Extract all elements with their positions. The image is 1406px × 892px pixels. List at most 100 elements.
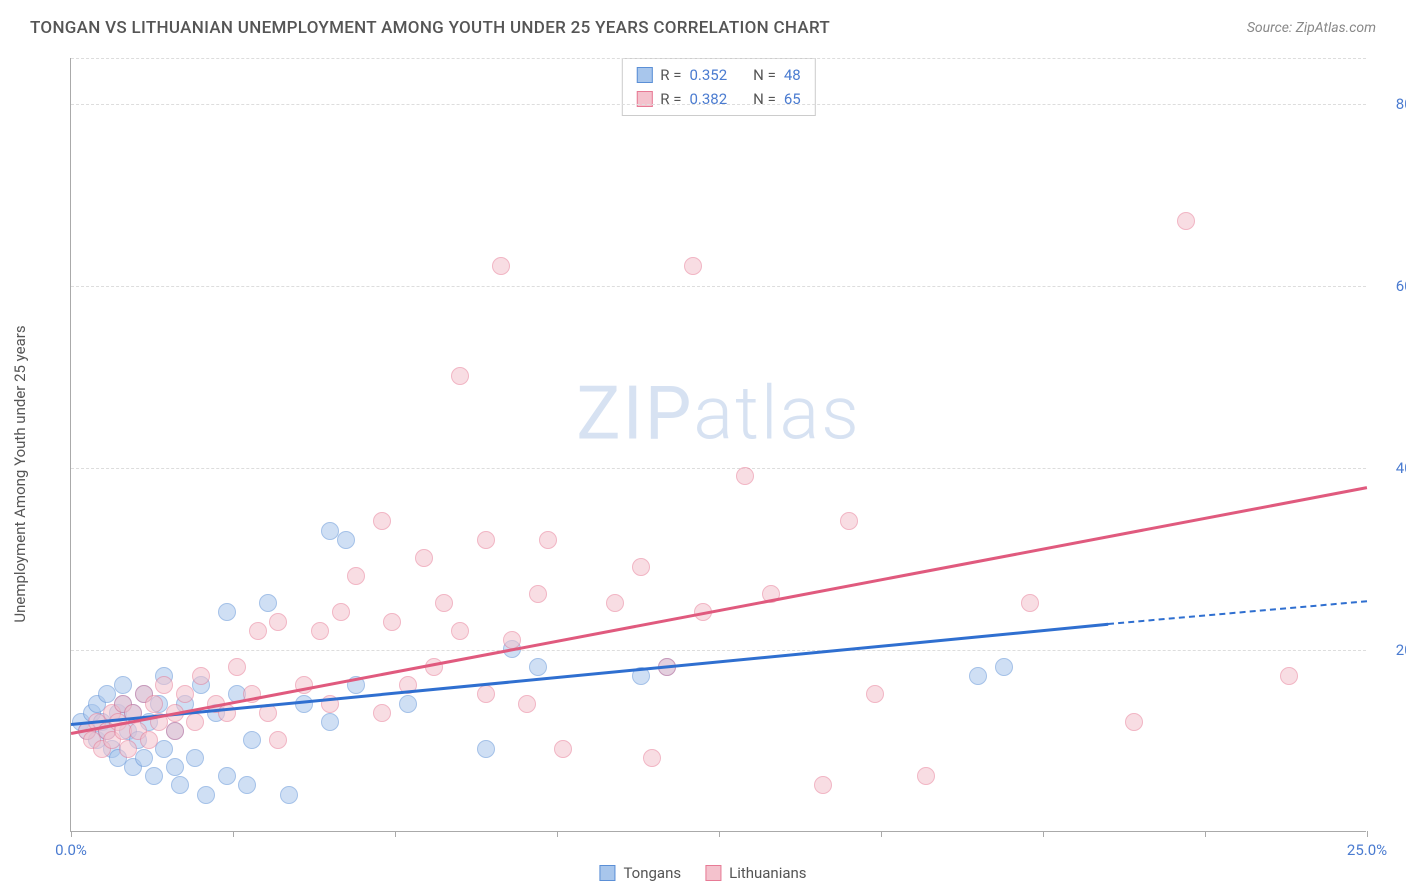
data-point xyxy=(192,667,210,685)
chart-title: TONGAN VS LITHUANIAN UNEMPLOYMENT AMONG … xyxy=(30,18,830,38)
data-point xyxy=(269,731,287,749)
data-point xyxy=(332,603,350,621)
data-point xyxy=(477,740,495,758)
data-point xyxy=(228,658,246,676)
r-value: 0.382 xyxy=(689,90,727,108)
y-tick-label: 20.0% xyxy=(1376,641,1406,659)
n-value: 48 xyxy=(784,66,801,84)
r-value: 0.352 xyxy=(689,66,727,84)
data-point xyxy=(321,713,339,731)
x-tick-mark xyxy=(557,831,558,837)
trend-line-extrapolated xyxy=(1108,600,1367,625)
data-point xyxy=(337,531,355,549)
gridline xyxy=(71,650,1366,651)
data-point xyxy=(451,622,469,640)
data-point xyxy=(135,749,153,767)
gridline xyxy=(71,468,1366,469)
data-point xyxy=(295,676,313,694)
data-point xyxy=(1177,212,1195,230)
legend-swatch xyxy=(599,865,615,881)
x-tick-mark xyxy=(1205,831,1206,837)
legend-label: Lithuanians xyxy=(729,864,806,882)
data-point xyxy=(186,749,204,767)
data-point xyxy=(736,467,754,485)
data-point xyxy=(643,749,661,767)
data-point xyxy=(373,704,391,722)
data-point xyxy=(155,740,173,758)
data-point xyxy=(477,531,495,549)
source-attribution: Source: ZipAtlas.com xyxy=(1247,20,1376,36)
data-point xyxy=(218,767,236,785)
data-point xyxy=(114,676,132,694)
data-point xyxy=(269,613,287,631)
data-point xyxy=(280,786,298,804)
n-label: N = xyxy=(753,66,776,84)
data-point xyxy=(684,257,702,275)
chart-container: Unemployment Among Youth under 25 years … xyxy=(30,48,1376,882)
correlation-stats-box: R = 0.352 N = 48 R = 0.382 N = 65 xyxy=(621,58,815,116)
data-point xyxy=(171,776,189,794)
data-point xyxy=(166,758,184,776)
data-point xyxy=(186,713,204,731)
data-point xyxy=(554,740,572,758)
data-point xyxy=(995,658,1013,676)
data-point xyxy=(1125,713,1143,731)
data-point xyxy=(373,512,391,530)
data-point xyxy=(606,594,624,612)
data-point xyxy=(1280,667,1298,685)
n-value: 65 xyxy=(784,90,801,108)
x-tick-label: 0.0% xyxy=(55,841,87,859)
series-swatch xyxy=(636,67,652,83)
r-label: R = xyxy=(660,90,681,108)
y-tick-label: 80.0% xyxy=(1376,95,1406,113)
data-point xyxy=(218,603,236,621)
watermark: ZIPatlas xyxy=(576,370,860,457)
data-point xyxy=(435,594,453,612)
data-point xyxy=(259,594,277,612)
data-point xyxy=(119,740,137,758)
series-swatch xyxy=(636,91,652,107)
data-point xyxy=(238,776,256,794)
y-tick-label: 60.0% xyxy=(1376,277,1406,295)
data-point xyxy=(451,367,469,385)
data-point xyxy=(399,695,417,713)
data-point xyxy=(197,786,215,804)
data-point xyxy=(140,731,158,749)
gridline xyxy=(71,58,1366,59)
data-point xyxy=(415,549,433,567)
data-point xyxy=(917,767,935,785)
legend-item: Tongans xyxy=(599,864,681,882)
r-label: R = xyxy=(660,66,681,84)
legend-label: Tongans xyxy=(623,864,681,882)
stat-row: R = 0.382 N = 65 xyxy=(622,87,814,111)
x-tick-mark xyxy=(881,831,882,837)
data-point xyxy=(176,685,194,703)
n-label: N = xyxy=(753,90,776,108)
stat-row: R = 0.352 N = 48 xyxy=(622,63,814,87)
legend-swatch xyxy=(705,865,721,881)
y-axis-label: Unemployment Among Youth under 25 years xyxy=(11,325,29,622)
data-point xyxy=(145,767,163,785)
trend-line xyxy=(71,623,1108,726)
data-point xyxy=(529,658,547,676)
data-point xyxy=(383,613,401,631)
data-point xyxy=(632,558,650,576)
data-point xyxy=(969,667,987,685)
data-point xyxy=(347,567,365,585)
plot-area: ZIPatlas R =0.352N =48R =0.382N =65 20.0… xyxy=(70,58,1366,832)
data-point xyxy=(539,531,557,549)
x-tick-mark xyxy=(1367,831,1368,837)
x-tick-mark xyxy=(233,831,234,837)
data-point xyxy=(477,685,495,703)
gridline xyxy=(71,104,1366,105)
data-point xyxy=(243,731,261,749)
x-tick-mark xyxy=(71,831,72,837)
data-point xyxy=(529,585,547,603)
data-point xyxy=(145,695,163,713)
data-point xyxy=(1021,594,1039,612)
data-point xyxy=(492,257,510,275)
data-point xyxy=(814,776,832,794)
data-point xyxy=(155,676,173,694)
x-tick-mark xyxy=(395,831,396,837)
data-point xyxy=(840,512,858,530)
